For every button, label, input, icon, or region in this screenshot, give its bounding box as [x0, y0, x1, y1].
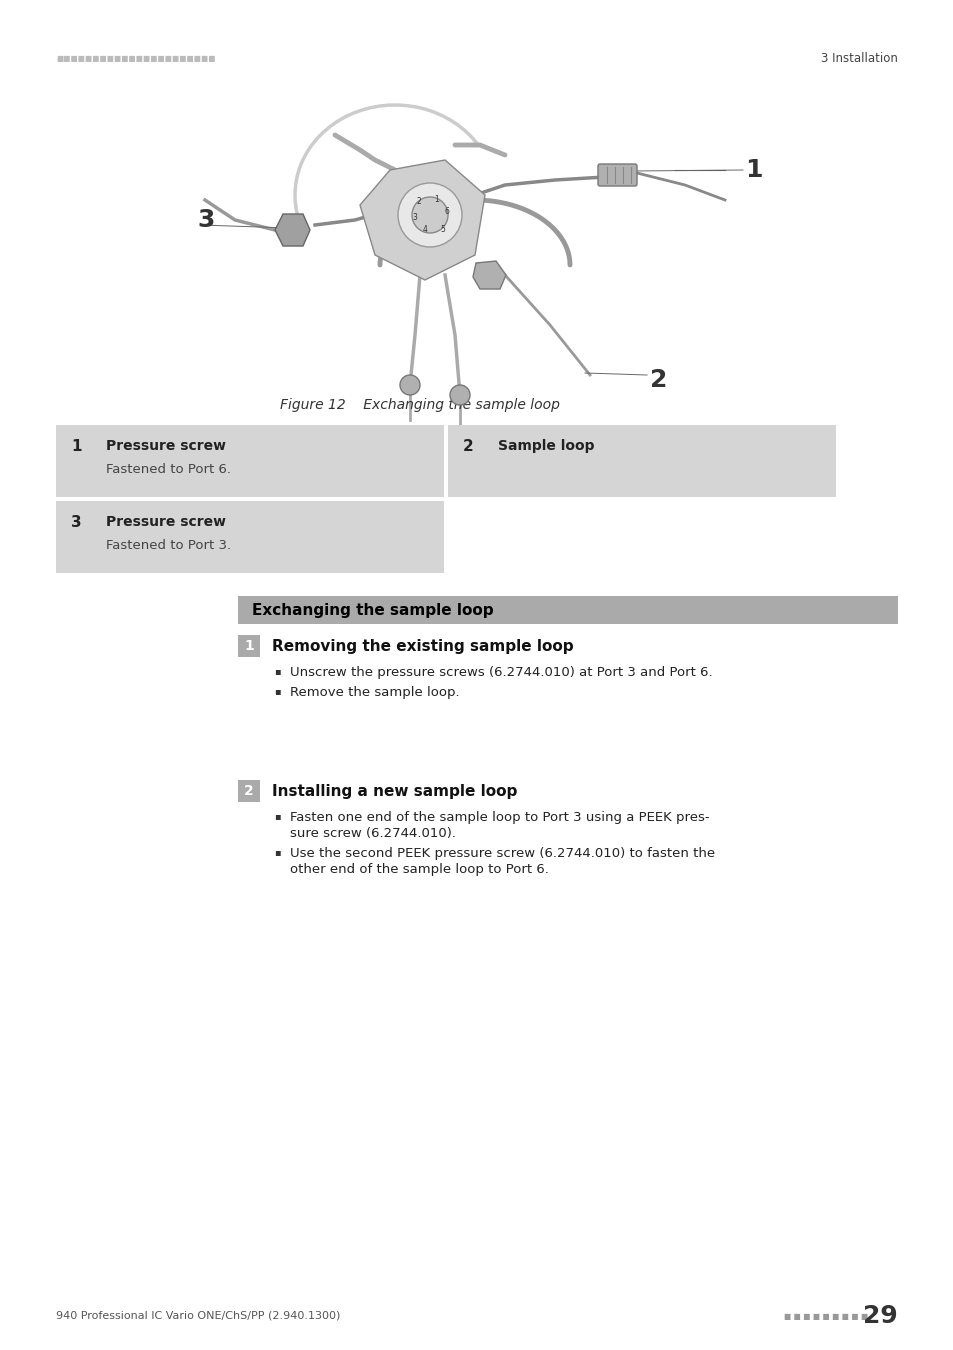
Text: 1: 1: [435, 194, 439, 204]
Text: Sample loop: Sample loop: [497, 439, 594, 454]
Polygon shape: [274, 215, 310, 246]
Text: 2: 2: [649, 369, 667, 391]
Text: Exchanging the sample loop: Exchanging the sample loop: [252, 602, 493, 617]
Text: 1: 1: [744, 158, 761, 182]
Text: Installing a new sample loop: Installing a new sample loop: [272, 784, 517, 799]
Text: 1: 1: [71, 439, 81, 454]
Bar: [56, 425, 443, 497]
Circle shape: [450, 385, 470, 405]
Text: Pressure screw: Pressure screw: [106, 439, 226, 454]
Text: other end of the sample loop to Port 6.: other end of the sample loop to Port 6.: [290, 863, 548, 876]
Text: 3: 3: [412, 212, 417, 221]
Text: 2: 2: [462, 439, 474, 454]
Bar: [56, 501, 443, 572]
Text: Pressure screw: Pressure screw: [106, 514, 226, 529]
Text: ▪: ▪: [274, 811, 280, 821]
Text: 1: 1: [244, 639, 253, 653]
Text: 940 Professional IC Vario ONE/ChS/PP (2.940.1300): 940 Professional IC Vario ONE/ChS/PP (2.…: [56, 1311, 340, 1322]
Text: Fasten one end of the sample loop to Port 3 using a PEEK pres-: Fasten one end of the sample loop to Por…: [290, 811, 709, 824]
Text: 3 Installation: 3 Installation: [821, 51, 897, 65]
Circle shape: [399, 375, 419, 396]
Polygon shape: [473, 261, 505, 289]
Bar: [237, 634, 260, 657]
Text: 6: 6: [444, 207, 449, 216]
Circle shape: [412, 197, 448, 234]
Text: 2: 2: [416, 197, 421, 205]
Text: 4: 4: [422, 225, 427, 235]
Text: Removing the existing sample loop: Removing the existing sample loop: [272, 639, 573, 653]
Text: ■■■■■■■■■■■■■■■■■■■■■■: ■■■■■■■■■■■■■■■■■■■■■■: [56, 54, 215, 62]
Text: ▪: ▪: [274, 846, 280, 857]
Text: Fastened to Port 6.: Fastened to Port 6.: [106, 463, 231, 477]
Text: Fastened to Port 3.: Fastened to Port 3.: [106, 539, 231, 552]
Text: 29: 29: [862, 1304, 897, 1328]
Text: 3: 3: [71, 514, 82, 531]
Text: Remove the sample loop.: Remove the sample loop.: [290, 686, 459, 699]
Text: Use the second PEEK pressure screw (6.2744.010) to fasten the: Use the second PEEK pressure screw (6.27…: [290, 846, 715, 860]
Text: ■ ■ ■ ■ ■ ■ ■ ■ ■: ■ ■ ■ ■ ■ ■ ■ ■ ■: [783, 1311, 867, 1320]
Text: 3: 3: [196, 208, 214, 232]
Circle shape: [397, 184, 461, 247]
Text: Figure 12    Exchanging the sample loop: Figure 12 Exchanging the sample loop: [280, 398, 559, 412]
Text: Unscrew the pressure screws (6.2744.010) at Port 3 and Port 6.: Unscrew the pressure screws (6.2744.010)…: [290, 666, 712, 679]
FancyBboxPatch shape: [598, 163, 637, 186]
Polygon shape: [359, 161, 484, 279]
Text: ▪: ▪: [274, 666, 280, 676]
Bar: [237, 780, 260, 802]
Text: ▪: ▪: [274, 686, 280, 697]
Bar: [448, 425, 835, 497]
Bar: [237, 595, 897, 624]
Text: 5: 5: [440, 224, 445, 234]
Text: sure screw (6.2744.010).: sure screw (6.2744.010).: [290, 828, 456, 840]
Text: 2: 2: [244, 784, 253, 798]
